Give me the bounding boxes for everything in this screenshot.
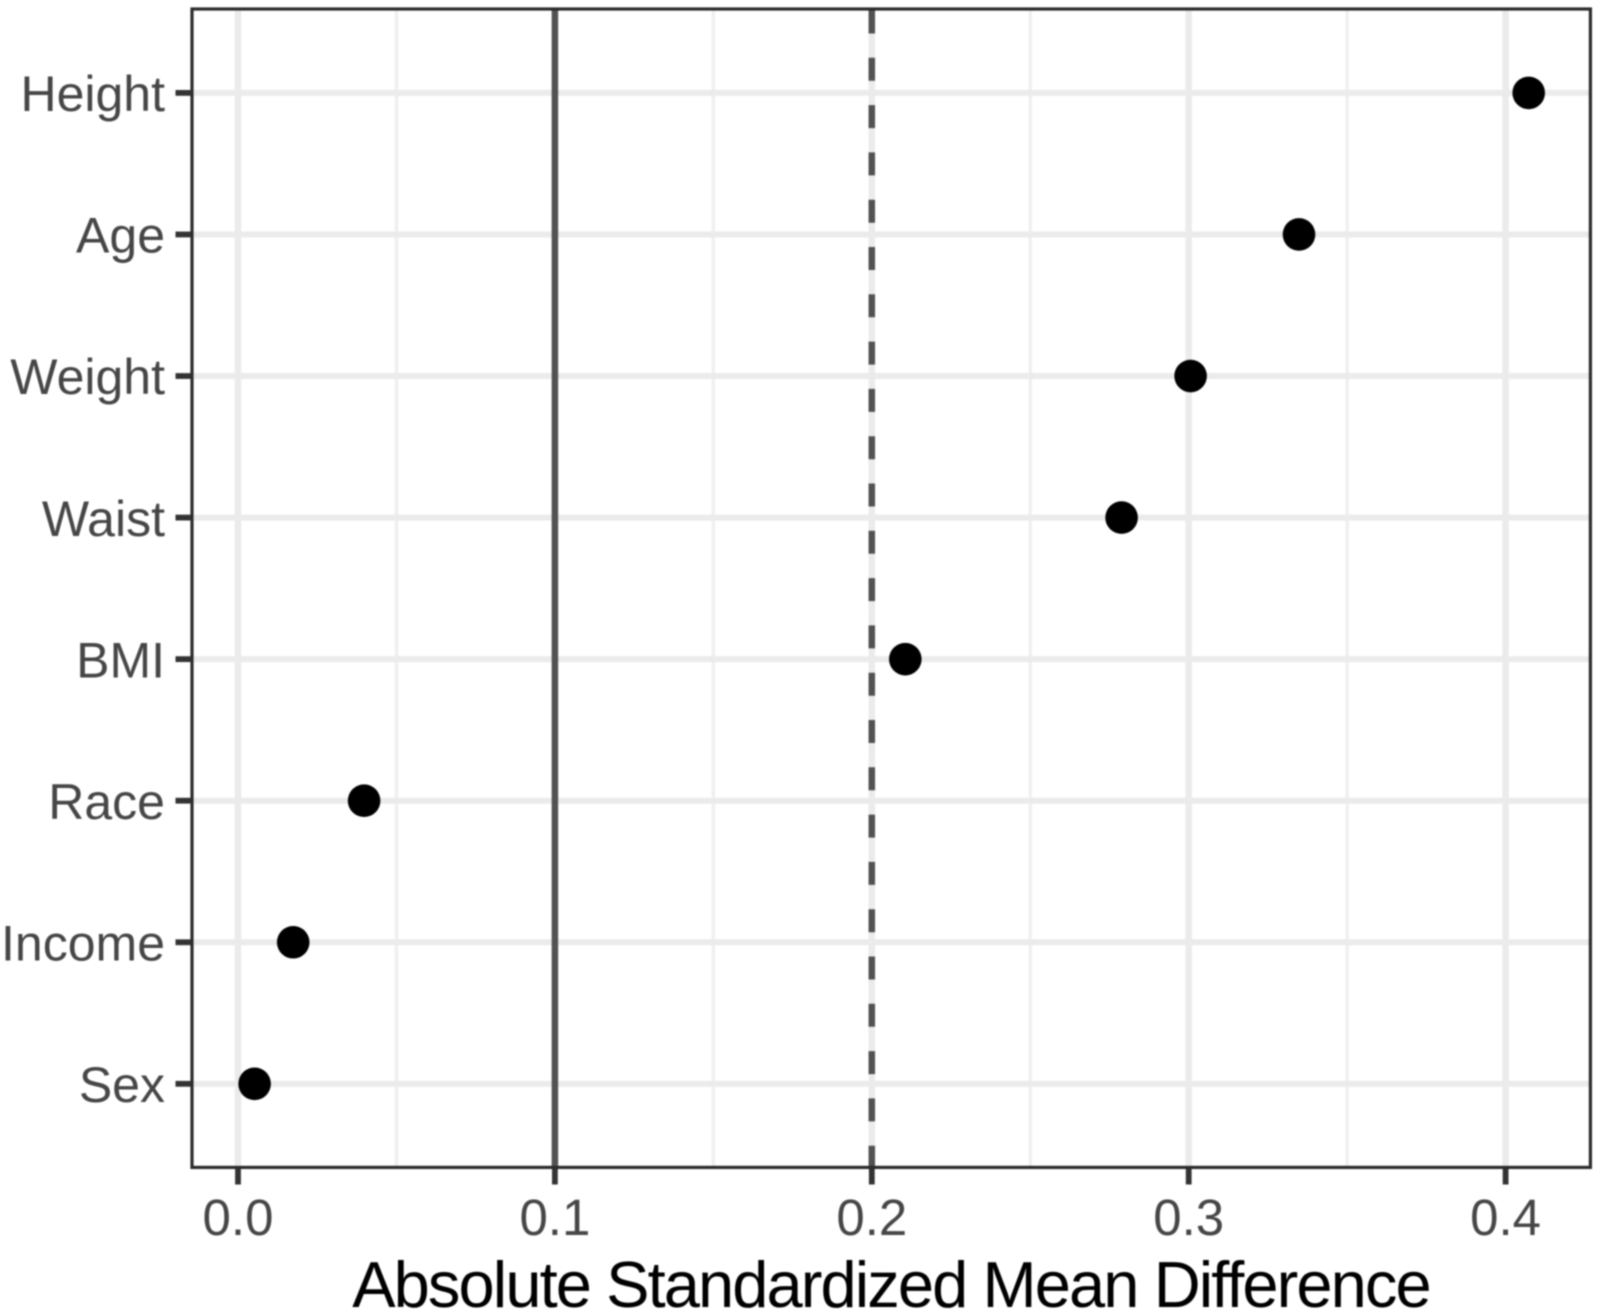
svg-text:Sex: Sex [79, 1057, 165, 1113]
svg-text:0.2: 0.2 [836, 1189, 907, 1246]
svg-text:0.4: 0.4 [1470, 1189, 1541, 1246]
svg-text:Height: Height [20, 66, 165, 122]
svg-text:0.1: 0.1 [519, 1189, 590, 1246]
svg-text:Age: Age [76, 208, 165, 264]
svg-text:Waist: Waist [42, 491, 165, 547]
svg-text:BMI: BMI [76, 632, 165, 688]
svg-text:0.0: 0.0 [203, 1189, 274, 1246]
svg-text:Income: Income [1, 916, 165, 972]
svg-text:0.3: 0.3 [1153, 1189, 1224, 1246]
svg-text:Race: Race [48, 774, 165, 830]
svg-text:Weight: Weight [10, 349, 165, 405]
svg-text:Absolute Standardized Mean Dif: Absolute Standardized Mean Difference [352, 1248, 1430, 1313]
